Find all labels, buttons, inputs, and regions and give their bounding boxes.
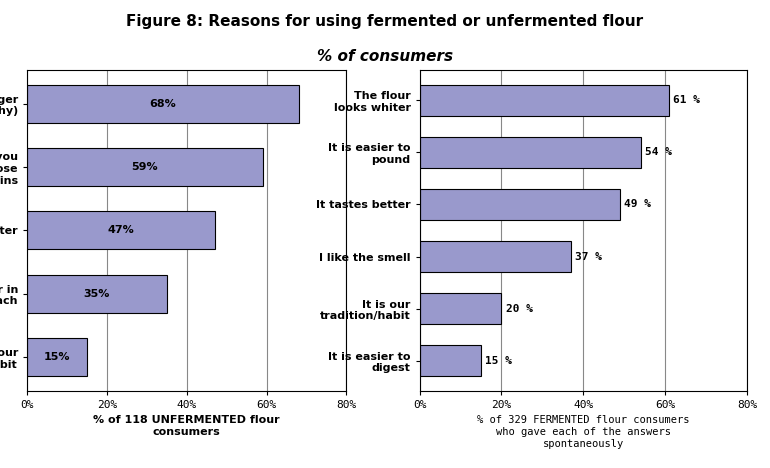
Text: 68%: 68% — [149, 99, 176, 109]
Text: 47%: 47% — [108, 226, 134, 235]
Text: 37 %: 37 % — [575, 251, 602, 262]
Bar — [420, 293, 501, 324]
Text: 54 %: 54 % — [644, 147, 671, 157]
Bar — [420, 189, 620, 220]
Text: 61 %: 61 % — [673, 95, 700, 105]
Text: 15%: 15% — [44, 352, 70, 362]
Bar — [27, 148, 263, 186]
Text: Figure 8: Reasons for using fermented or unfermented flour: Figure 8: Reasons for using fermented or… — [126, 14, 644, 29]
Bar — [420, 241, 571, 272]
Bar — [420, 85, 669, 116]
X-axis label: % of 329 FERMENTED flour consumers
who gave each of the answers
spontaneously: % of 329 FERMENTED flour consumers who g… — [477, 416, 689, 448]
Bar — [27, 275, 167, 313]
X-axis label: % of 118 UNFERMENTED flour
consumers: % of 118 UNFERMENTED flour consumers — [93, 416, 280, 437]
Text: 15 %: 15 % — [485, 356, 512, 366]
Bar — [27, 85, 299, 123]
Bar — [420, 345, 481, 376]
Bar — [420, 137, 641, 168]
Text: % of consumers: % of consumers — [317, 49, 453, 64]
Bar — [27, 338, 87, 376]
Text: 35%: 35% — [84, 289, 110, 299]
Bar — [27, 212, 215, 249]
Text: 20 %: 20 % — [506, 304, 533, 314]
Text: 49 %: 49 % — [624, 199, 651, 210]
Text: 59%: 59% — [132, 162, 158, 172]
